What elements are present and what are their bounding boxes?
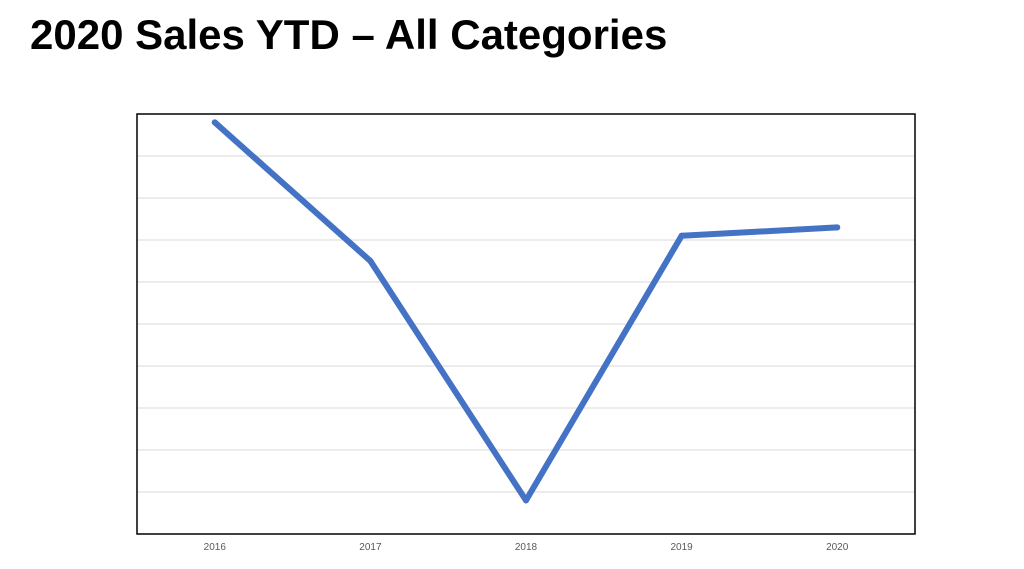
x-tick-label: 2018: [515, 542, 538, 553]
x-tick-label: 2016: [204, 542, 227, 553]
x-tick-labels: 2016 2017 2018 2019 2020: [204, 542, 849, 553]
x-tick-label: 2019: [670, 542, 693, 553]
slide-title: 2020 Sales YTD – All Categories: [30, 11, 668, 58]
x-tick-label: 2017: [359, 542, 382, 553]
data-point-2018: [523, 497, 529, 504]
plot-area-frame: [136, 113, 916, 535]
x-tick-label: 2020: [826, 542, 849, 553]
gridlines: [137, 155, 915, 493]
series-line: [211, 119, 841, 504]
data-point-2017: [367, 258, 374, 264]
data-point-2019: [678, 232, 685, 239]
data-point-2020: [834, 224, 841, 231]
data-point-2016: [211, 119, 218, 126]
